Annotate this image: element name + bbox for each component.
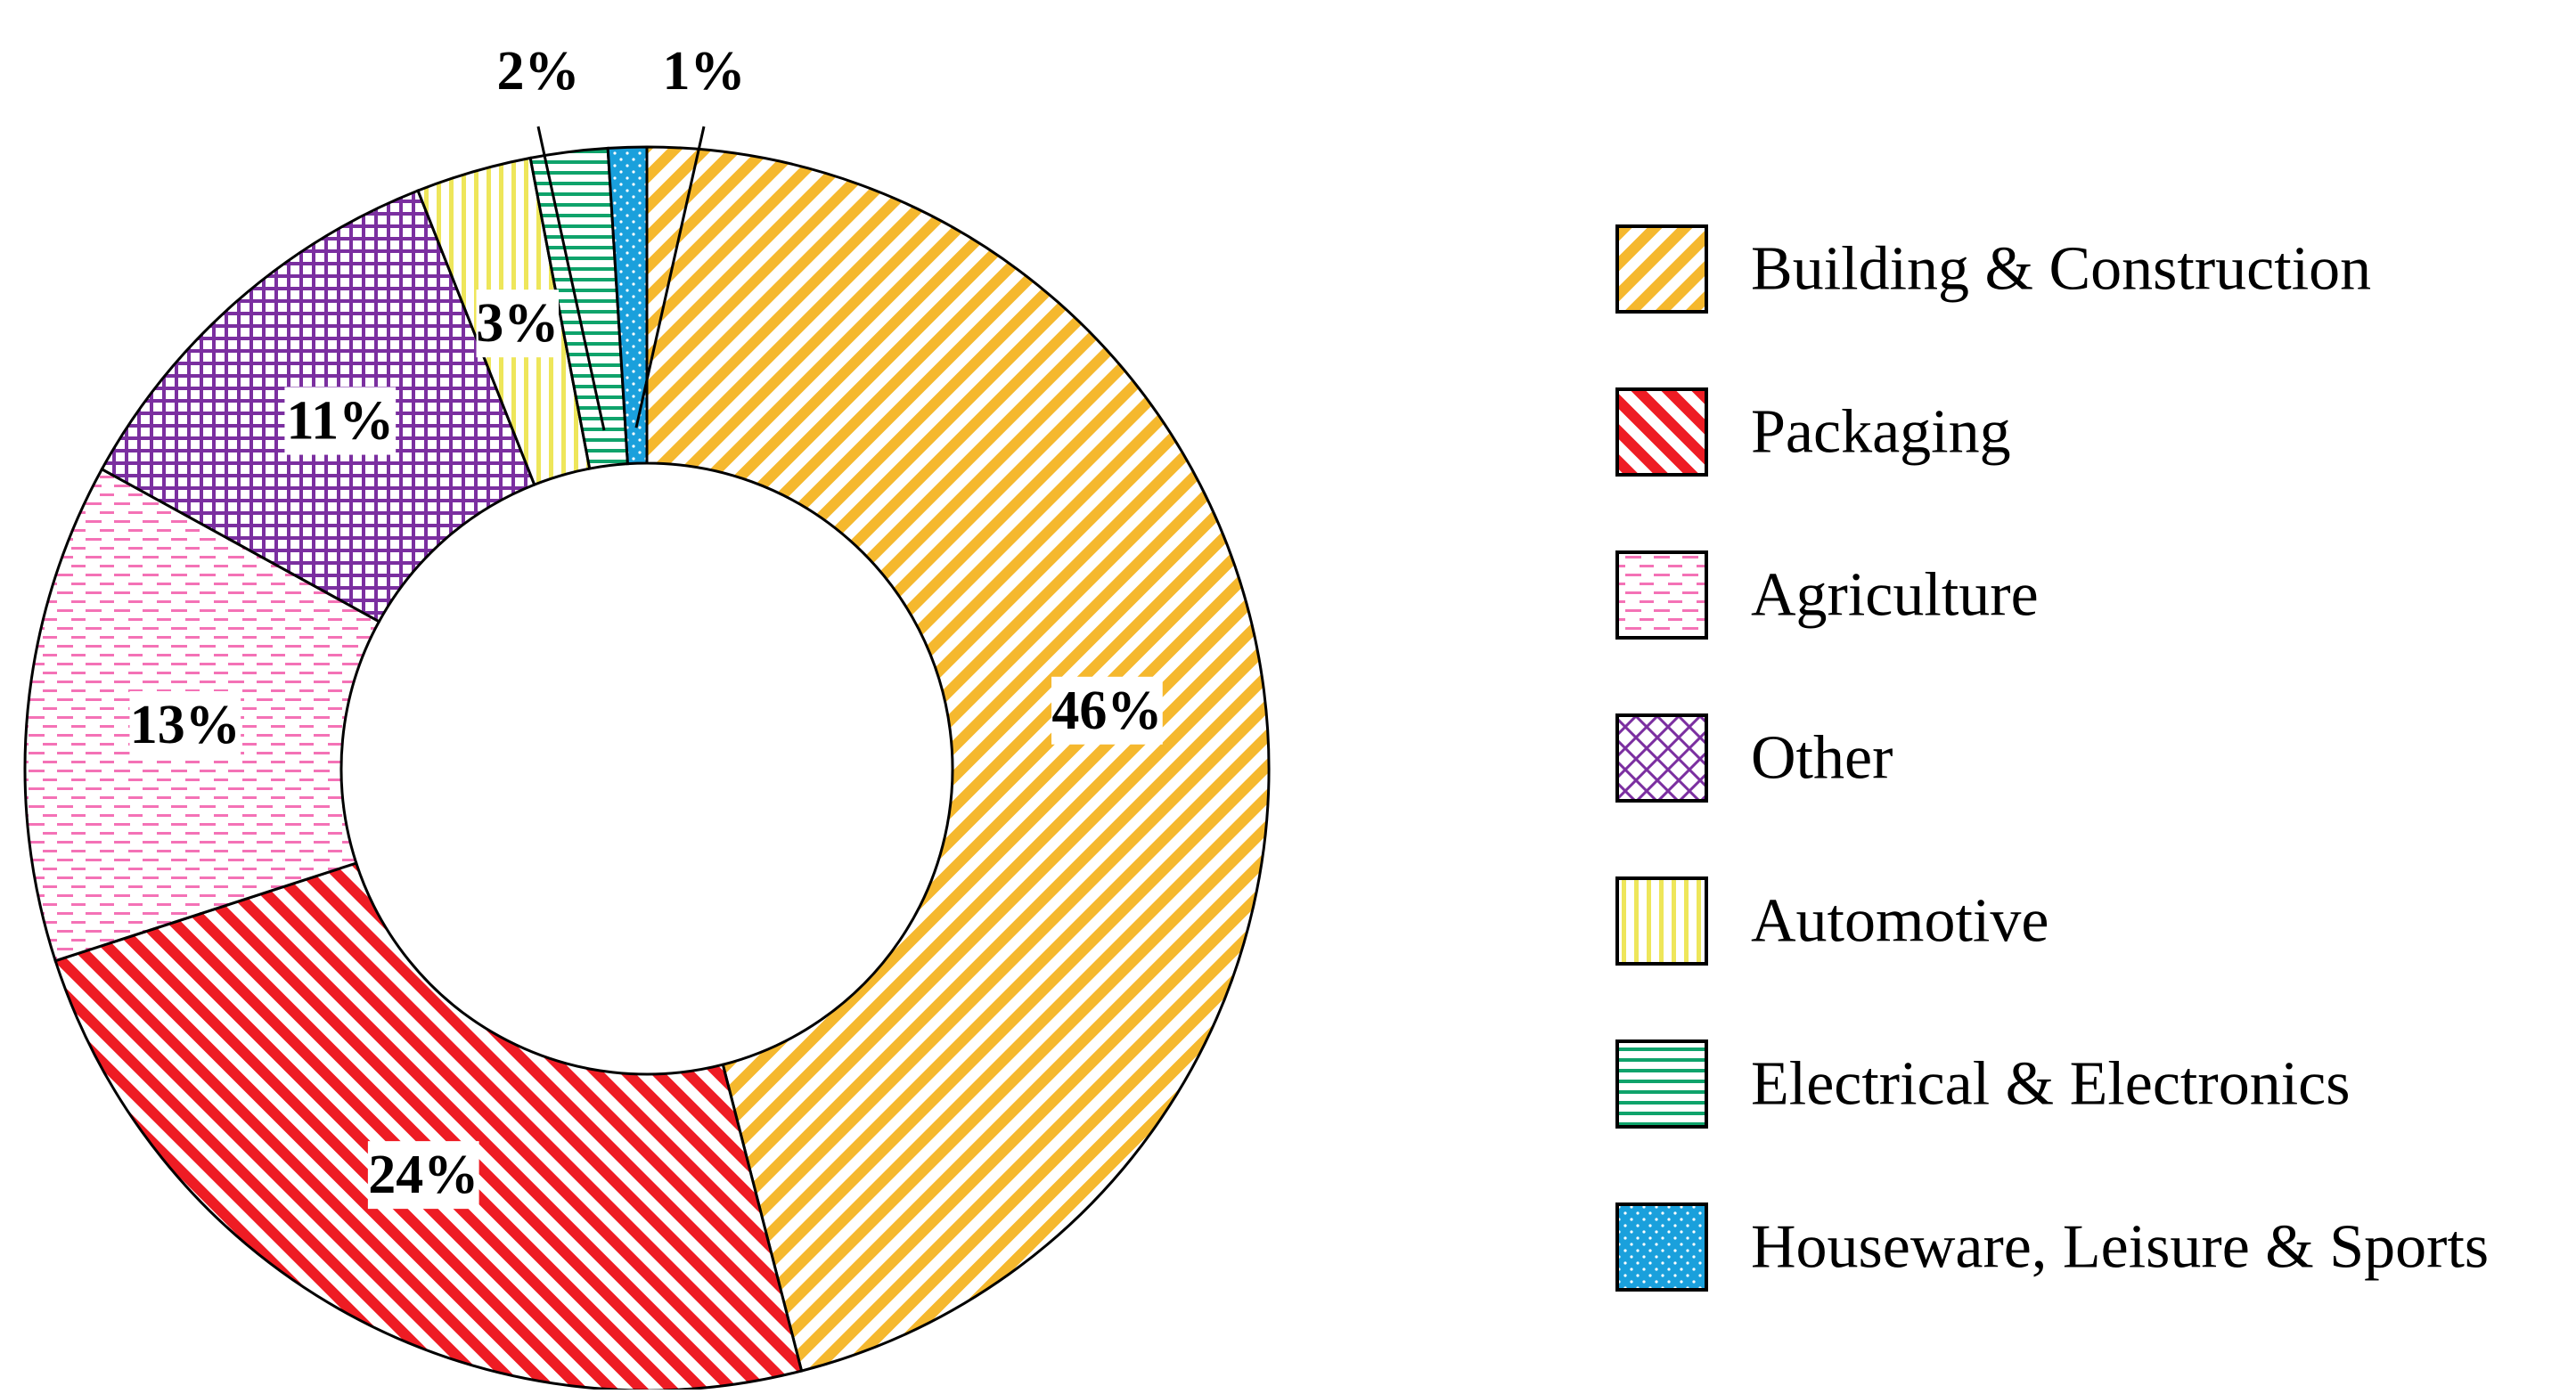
data-label-electrical-and-electronics-text: 2% — [497, 41, 580, 102]
legend-swatch-agriculture — [1615, 550, 1708, 640]
data-label-houseware-leisure-and-sports: 1% — [663, 41, 746, 102]
data-label-packaging-text: 24% — [368, 1145, 478, 1205]
data-label-electrical-and-electronics: 2% — [497, 41, 580, 102]
legend-item-houseware-leisure-and-sports: Houseware, Leisure & Sports — [1615, 1202, 2489, 1292]
legend-item-automotive: Automotive — [1615, 876, 2049, 966]
legend-item-other: Other — [1615, 713, 1893, 803]
legend-swatch-packaging — [1615, 387, 1708, 477]
data-label-agriculture: 13% — [129, 691, 241, 760]
slice-building-and-construction — [645, 145, 1271, 1373]
data-label-building-and-construction-text: 46% — [1051, 681, 1162, 741]
legend-swatch-houseware-leisure-and-sports — [1615, 1202, 1708, 1292]
legend-swatch-electrical-and-electronics — [1615, 1039, 1708, 1129]
data-label-houseware-leisure-and-sports-leader — [634, 126, 706, 428]
legend: Building & Construction Packaging Agricult… — [1615, 224, 2489, 1292]
legend-item-packaging: Packaging — [1615, 387, 2011, 477]
legend-swatch-other — [1615, 713, 1708, 803]
data-label-automotive-text: 3% — [476, 293, 559, 354]
legend-swatch-automotive — [1615, 876, 1708, 966]
data-label-building-and-construction: 46% — [1051, 676, 1163, 745]
legend-item-agriculture: Agriculture — [1615, 550, 2039, 640]
legend-item-building-and-construction: Building & Construction — [1615, 224, 2371, 314]
data-labels-layer: 46% 24% 13% 11% 3% 2% 1% — [129, 41, 1163, 1210]
data-label-packaging: 24% — [367, 1141, 479, 1210]
legend-label-other: Other — [1751, 724, 1893, 793]
legend-swatch-building-and-construction — [1615, 224, 1708, 314]
data-label-electrical-and-electronics-leader — [536, 126, 606, 431]
slice-packaging — [53, 861, 804, 1392]
data-label-houseware-leisure-and-sports-text: 1% — [663, 41, 746, 102]
data-label-packaging-box — [367, 1141, 479, 1210]
legend-label-building-and-construction: Building & Construction — [1751, 235, 2371, 304]
legend-label-houseware-leisure-and-sports: Houseware, Leisure & Sports — [1751, 1213, 2489, 1282]
data-label-other-box — [284, 387, 397, 455]
legend-label-automotive: Automotive — [1751, 887, 2049, 956]
data-label-automotive-box — [476, 289, 560, 358]
data-label-building-and-construction-box — [1051, 676, 1163, 745]
slice-houseware-leisure-and-sports — [606, 145, 649, 466]
legend-label-agriculture: Agriculture — [1751, 561, 2039, 630]
legend-label-packaging: Packaging — [1751, 398, 2011, 467]
legend-item-electrical-and-electronics: Electrical & Electronics — [1615, 1039, 2350, 1129]
data-label-other-text: 11% — [286, 391, 394, 452]
slices-layer — [23, 145, 1271, 1392]
data-label-agriculture-text: 13% — [130, 695, 241, 755]
data-label-automotive: 3% — [476, 289, 560, 358]
data-label-agriculture-box — [129, 691, 241, 760]
data-label-other: 11% — [284, 387, 397, 455]
legend-label-electrical-and-electronics: Electrical & Electronics — [1751, 1050, 2350, 1119]
